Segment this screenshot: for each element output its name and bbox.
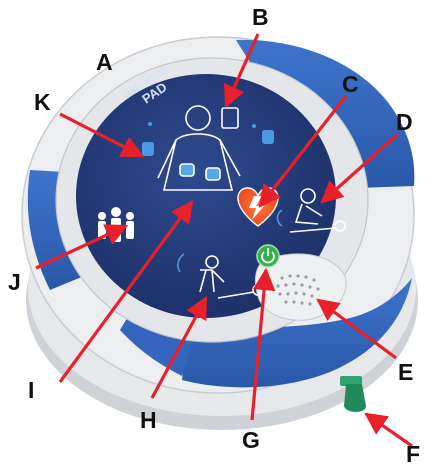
- arrow-i: [58, 200, 194, 383]
- callout-label-e: E: [398, 359, 413, 385]
- rescuer-icon: [177, 253, 264, 299]
- arrow-g: [250, 267, 276, 421]
- cpr-icon: [276, 188, 346, 233]
- power-icon: [261, 248, 275, 264]
- arrow-j: [35, 224, 129, 270]
- callout-labels: A B C D E F G H I J K: [8, 4, 420, 466]
- callout-label-g: G: [242, 427, 260, 453]
- arrow-k: [59, 112, 144, 158]
- shell-blue-bottom: [182, 278, 412, 388]
- callout-label-f: F: [406, 441, 420, 466]
- arrow-h: [150, 296, 208, 399]
- callout-label-h: H: [140, 407, 157, 433]
- callout-label-a: A: [96, 49, 113, 75]
- callout-label-k: K: [34, 89, 51, 115]
- aed-device: samaritan PAD: [21, 36, 418, 430]
- callout-label-c: C: [342, 71, 359, 97]
- callout-arrows: [35, 33, 413, 448]
- arrow-b: [223, 33, 260, 109]
- pull-tab[interactable]: [340, 376, 366, 412]
- speaker-grille-icon: [276, 274, 320, 306]
- pad-icons: [142, 122, 274, 156]
- arrow-e: [316, 298, 397, 360]
- callout-label-b: B: [252, 4, 269, 30]
- arrow-d: [320, 132, 400, 204]
- callout-label-d: D: [396, 109, 413, 135]
- arrow-c: [258, 95, 348, 208]
- arrow-f: [364, 412, 413, 448]
- callout-label-i: I: [28, 377, 34, 403]
- power-button[interactable]: [256, 244, 280, 268]
- callout-label-j: J: [8, 269, 21, 295]
- torso-pads-icon: [157, 105, 241, 191]
